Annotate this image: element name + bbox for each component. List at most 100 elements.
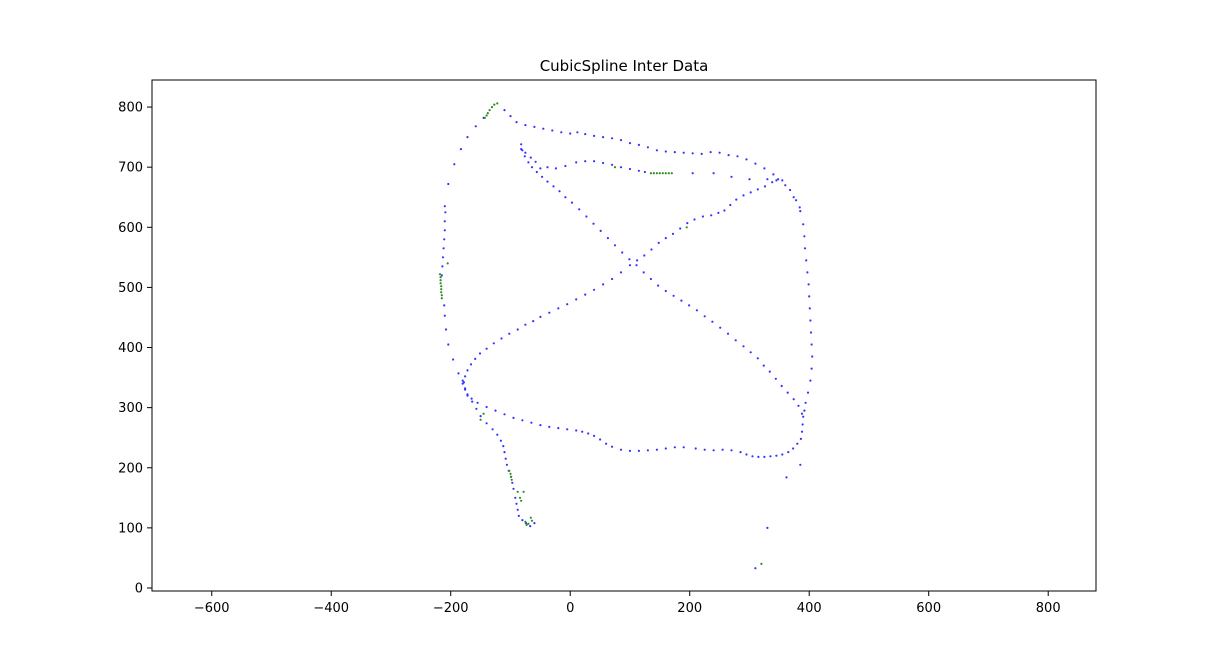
data-point-interpolated-122 (478, 352, 482, 355)
data-point-interpolated-169 (530, 166, 534, 169)
data-point-interpolated-192 (688, 304, 691, 307)
data-point-interpolated-184 (628, 258, 631, 261)
data-point-interpolated-35 (673, 151, 676, 154)
data-point-original-8 (439, 276, 442, 279)
data-point-interpolated-46 (772, 173, 775, 176)
data-point-interpolated-194 (703, 315, 706, 318)
data-point-interpolated-139 (619, 271, 623, 274)
data-point-interpolated-45 (763, 167, 766, 170)
data-point-interpolated-151 (710, 214, 713, 217)
data-point-interpolated-165 (520, 143, 523, 146)
data-point-interpolated-19 (533, 125, 536, 128)
data-point-interpolated-28 (611, 137, 614, 140)
data-point-interpolated-134 (575, 298, 578, 301)
data-point-interpolated-186 (642, 271, 645, 274)
data-point-interpolated-218 (575, 161, 578, 164)
data-point-interpolated-204 (774, 377, 777, 380)
data-point-interpolated-26 (593, 134, 596, 137)
data-point-original-0 (496, 102, 499, 105)
data-point-interpolated-95 (619, 448, 623, 451)
data-point-original-10 (439, 282, 442, 285)
data-point-interpolated-225 (637, 169, 641, 172)
data-point-original-1 (493, 103, 496, 106)
data-point-interpolated-142 (643, 254, 646, 257)
data-point-interpolated-22 (560, 131, 563, 134)
data-point-interpolated-144 (657, 241, 660, 244)
data-point-interpolated-0 (440, 274, 443, 277)
data-point-interpolated-143 (650, 248, 653, 251)
data-point-original-17 (652, 172, 656, 175)
data-point-interpolated-32 (646, 146, 650, 149)
data-point-interpolated-105 (548, 425, 551, 428)
data-point-original-2 (490, 106, 494, 109)
data-point-original-14 (440, 294, 443, 297)
data-point-interpolated-31 (637, 143, 641, 146)
data-point-interpolated-146 (671, 232, 675, 235)
data-point-interpolated-210 (520, 148, 523, 151)
data-point-original-5 (485, 114, 488, 117)
data-point-interpolated-29 (619, 139, 623, 142)
data-point-interpolated-249 (511, 481, 514, 484)
data-point-interpolated-208 (797, 404, 800, 407)
data-point-interpolated-56 (807, 283, 810, 286)
data-point-interpolated-182 (613, 244, 617, 247)
data-point-original-18 (655, 172, 659, 175)
data-point-interpolated-201 (756, 357, 759, 360)
data-point-interpolated-229 (730, 175, 733, 178)
points-layer (438, 102, 814, 570)
data-point-interpolated-177 (578, 208, 581, 211)
data-point-interpolated-254 (517, 514, 520, 518)
x-tick-label: −600 (194, 601, 230, 616)
data-point-interpolated-197 (726, 332, 730, 335)
plot-area-frame (151, 79, 1097, 592)
data-point-interpolated-230 (748, 178, 751, 181)
data-point-interpolated-266 (799, 463, 802, 466)
data-point-interpolated-251 (514, 496, 517, 499)
data-point-interpolated-243 (502, 445, 505, 448)
data-point-interpolated-20 (542, 127, 545, 130)
data-point-interpolated-1 (441, 265, 444, 268)
x-tick-label: 0 (566, 601, 574, 616)
data-point-original-30 (520, 499, 523, 502)
y-axis: 0 100 200 300 400 500 600 700 800 (118, 101, 152, 596)
data-point-interpolated-188 (657, 284, 660, 287)
data-point-interpolated-175 (564, 196, 567, 199)
data-point-interpolated-141 (636, 259, 639, 262)
data-point-original-31 (522, 490, 525, 493)
x-tick-label: −200 (433, 601, 469, 616)
data-point-interpolated-180 (599, 229, 602, 232)
data-point-interpolated-99 (593, 434, 596, 437)
data-point-interpolated-135 (584, 293, 587, 296)
y-tick-label: 700 (118, 161, 143, 176)
y-tick-label: 200 (118, 461, 143, 476)
data-point-interpolated-111 (494, 409, 497, 412)
data-point-original-11 (440, 285, 443, 288)
data-point-interpolated-234 (464, 388, 467, 391)
data-point-interpolated-207 (792, 398, 795, 401)
data-point-interpolated-240 (491, 428, 494, 431)
data-point-original-38 (685, 226, 688, 229)
data-point-interpolated-68 (802, 415, 805, 418)
data-point-original-34 (527, 522, 530, 525)
data-point-interpolated-264 (457, 372, 460, 375)
data-point-original-6 (483, 116, 486, 119)
data-point-interpolated-83 (730, 449, 733, 452)
data-point-interpolated-213 (534, 160, 537, 163)
data-point-original-16 (649, 172, 653, 175)
data-point-interpolated-236 (471, 400, 474, 403)
data-point-interpolated-2 (441, 256, 445, 259)
data-point-interpolated-40 (718, 151, 721, 154)
y-tick-label: 500 (118, 281, 143, 296)
data-point-interpolated-54 (805, 259, 808, 262)
data-point-interpolated-136 (593, 288, 596, 291)
data-point-original-12 (440, 288, 443, 291)
data-point-interpolated-107 (530, 421, 533, 424)
data-point-interpolated-41 (727, 154, 730, 157)
data-point-interpolated-13 (474, 125, 477, 128)
data-point-interpolated-196 (719, 326, 722, 329)
data-point-original-3 (488, 109, 491, 112)
chart-title: CubicSpline Inter Data (540, 57, 709, 75)
data-point-interpolated-246 (505, 463, 508, 466)
data-point-interpolated-148 (686, 222, 689, 225)
data-point-interpolated-253 (516, 508, 519, 511)
